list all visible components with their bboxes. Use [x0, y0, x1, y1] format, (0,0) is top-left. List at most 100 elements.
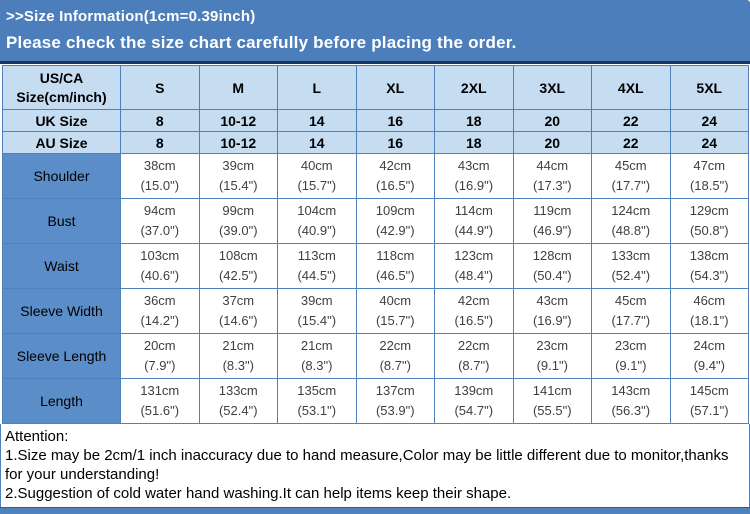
measurement-cell: 24cm (9.4"): [669, 333, 749, 379]
inch-value: (56.3"): [611, 403, 651, 418]
inch-value: (9.4"): [693, 358, 725, 373]
cm-value: 94cm: [143, 203, 176, 218]
measurement-cell: 145cm (57.1"): [669, 378, 749, 424]
cm-value: 113cm: [297, 248, 336, 263]
measurement-cell: 37cm (14.6"): [198, 288, 278, 334]
cm-value: 131cm: [140, 383, 180, 398]
cm-value: 135cm: [297, 383, 337, 398]
measurement-cell: 20cm (7.9"): [120, 333, 200, 379]
size-row: UK Size 8 10-12 14 16 18 20 22 24: [2, 109, 749, 132]
inch-value: (54.7"): [454, 403, 494, 418]
measurement-cell: 43cm (16.9"): [434, 153, 514, 199]
inch-value: (44.5"): [297, 268, 337, 283]
size-cell: 18: [434, 109, 514, 132]
size-column-header: 3XL: [512, 65, 592, 110]
cm-value: 123cm: [454, 248, 494, 263]
banner-title: >>Size Information(1cm=0.39inch): [6, 8, 256, 25]
size-cell: 8: [120, 109, 200, 132]
inch-value: (18.1"): [689, 313, 729, 328]
inch-value: (15.7"): [297, 178, 337, 193]
inch-value: (50.8"): [689, 223, 729, 238]
attention-note-1: 1.Size may be 2cm/1 inch inaccuracy due …: [5, 447, 729, 483]
inch-value: (16.9"): [532, 313, 572, 328]
size-cell: 10-12: [198, 131, 278, 154]
inch-value: (17.3"): [532, 178, 572, 193]
inch-value: (50.4"): [532, 268, 572, 283]
inch-value: (15.0"): [140, 178, 180, 193]
cm-value: 42cm: [457, 293, 490, 308]
measurement-cell: 143cm (56.3"): [591, 378, 671, 424]
size-cell: 18: [434, 131, 514, 154]
size-column-header: S: [120, 65, 200, 110]
inch-value: (48.4"): [454, 268, 494, 283]
cm-value: 118cm: [376, 248, 415, 263]
inch-value: (57.1"): [689, 403, 729, 418]
cm-value: 46cm: [693, 293, 726, 308]
table-header-row: US/CA Size(cm/inch) S M L XL 2XL 3XL 4XL 5XL: [2, 65, 749, 110]
inch-value: (15.7"): [375, 313, 415, 328]
inch-value: (8.7"): [379, 358, 411, 373]
measurement-cell: 108cm (42.5"): [198, 243, 278, 289]
cm-value: 133cm: [611, 248, 651, 263]
size-row-label: UK Size: [2, 109, 121, 132]
measurement-cell: 43cm (16.9"): [512, 288, 592, 334]
measurement-cell: 21cm (8.3"): [198, 333, 278, 379]
measurement-cell: 40cm (15.7"): [355, 288, 435, 334]
measurement-label: Sleeve Length: [2, 333, 121, 379]
inch-value: (40.9"): [297, 223, 337, 238]
measurement-cell: 39cm (15.4"): [277, 288, 357, 334]
cm-value: 39cm: [222, 158, 255, 173]
size-column-header: XL: [355, 65, 435, 110]
size-column-header: 2XL: [434, 65, 514, 110]
inch-value: (52.4"): [611, 268, 651, 283]
inch-value: (54.3"): [689, 268, 729, 283]
measurement-cell: 118cm (46.5"): [355, 243, 435, 289]
measurement-cell: 139cm (54.7"): [434, 378, 514, 424]
measurement-row: Sleeve Width 36cm (14.2") 37cm (14.6") 39cm (1…: [2, 288, 749, 334]
measurement-cell: 133cm (52.4"): [591, 243, 671, 289]
inch-value: (15.4"): [297, 313, 337, 328]
size-cell: 14: [277, 109, 357, 132]
inch-value: (16.5"): [375, 178, 415, 193]
cm-value: 139cm: [454, 383, 494, 398]
measurement-cell: 104cm (40.9"): [277, 198, 357, 244]
cm-value: 45cm: [614, 293, 647, 308]
cm-value: 47cm: [693, 158, 726, 173]
size-cell: 22: [591, 109, 671, 132]
cm-value: 103cm: [140, 248, 180, 263]
cm-value: 39cm: [300, 293, 333, 308]
size-cell: 20: [512, 109, 592, 132]
measurement-cell: 113cm (44.5"): [277, 243, 357, 289]
measurement-cell: 103cm (40.6"): [120, 243, 200, 289]
inch-value: (14.6"): [218, 313, 258, 328]
measurement-cell: 46cm (18.1"): [669, 288, 749, 334]
corner-header: US/CA Size(cm/inch): [2, 65, 121, 110]
size-cell: 10-12: [198, 109, 278, 132]
inch-value: (17.7"): [611, 178, 651, 193]
inch-value: (8.3"): [301, 358, 333, 373]
cm-value: 128cm: [532, 248, 572, 263]
inch-value: (16.5"): [454, 313, 494, 328]
measurement-row: Sleeve Length 20cm (7.9") 21cm (8.3") 21cm (8.…: [2, 333, 749, 379]
measurement-row: Bust 94cm (37.0") 99cm (39.0") 104cm (40.9") 10…: [2, 198, 749, 244]
cm-value: 24cm: [693, 338, 726, 353]
size-cell: 24: [669, 109, 749, 132]
cm-value: 108cm: [218, 248, 258, 263]
measurement-cell: 99cm (39.0"): [198, 198, 278, 244]
measurement-cell: 22cm (8.7"): [355, 333, 435, 379]
inch-value: (8.3"): [222, 358, 254, 373]
bottom-bar: [0, 507, 750, 514]
measurement-cell: 124cm (48.8"): [591, 198, 671, 244]
cm-value: 133cm: [218, 383, 258, 398]
inch-value: (53.9"): [375, 403, 415, 418]
cm-value: 42cm: [379, 158, 412, 173]
inch-value: (14.2"): [140, 313, 180, 328]
size-table-body: UK Size 8 10-12 14 16 18 20 22 24 AU Size 8 10-12 14…: [2, 109, 749, 424]
inch-value: (48.8"): [611, 223, 651, 238]
cm-value: 21cm: [222, 338, 255, 353]
inch-value: (17.7"): [611, 313, 651, 328]
size-cell: 24: [669, 131, 749, 154]
inch-value: (7.9"): [144, 358, 176, 373]
banner-subtitle: Please check the size chart carefully be…: [6, 33, 517, 52]
